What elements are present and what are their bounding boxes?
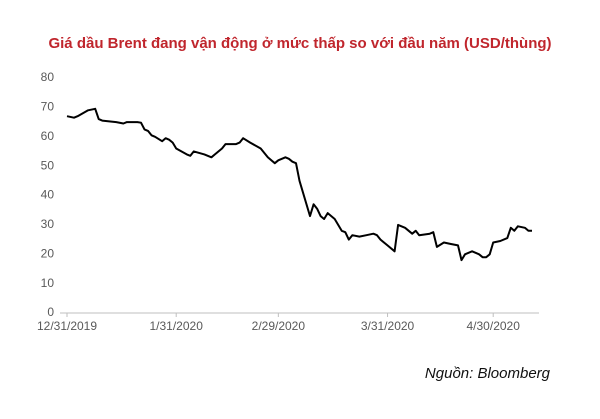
x-tick-label: 3/31/2020 [361, 319, 415, 333]
price-line [66, 107, 532, 262]
y-tick-label: 30 [41, 217, 55, 231]
y-tick-label: 10 [41, 276, 55, 290]
y-tick-label: 70 [41, 100, 55, 114]
x-tick-label: 2/29/2020 [252, 319, 306, 333]
x-tick-label: 12/31/2019 [37, 319, 97, 333]
y-tick-label: 60 [41, 129, 55, 143]
x-tick-label: 1/31/2020 [149, 319, 203, 333]
y-tick-label: 0 [47, 305, 54, 319]
y-tick-label: 80 [41, 70, 55, 84]
y-tick-label: 20 [41, 246, 55, 260]
y-tick-label: 50 [41, 158, 55, 172]
chart-title: Giá dầu Brent đang vận động ở mức thấp s… [48, 35, 551, 52]
y-tick-label: 40 [41, 188, 55, 202]
x-tick-label: 4/30/2020 [467, 319, 521, 333]
source: Nguồn: Bloomberg [425, 365, 551, 382]
